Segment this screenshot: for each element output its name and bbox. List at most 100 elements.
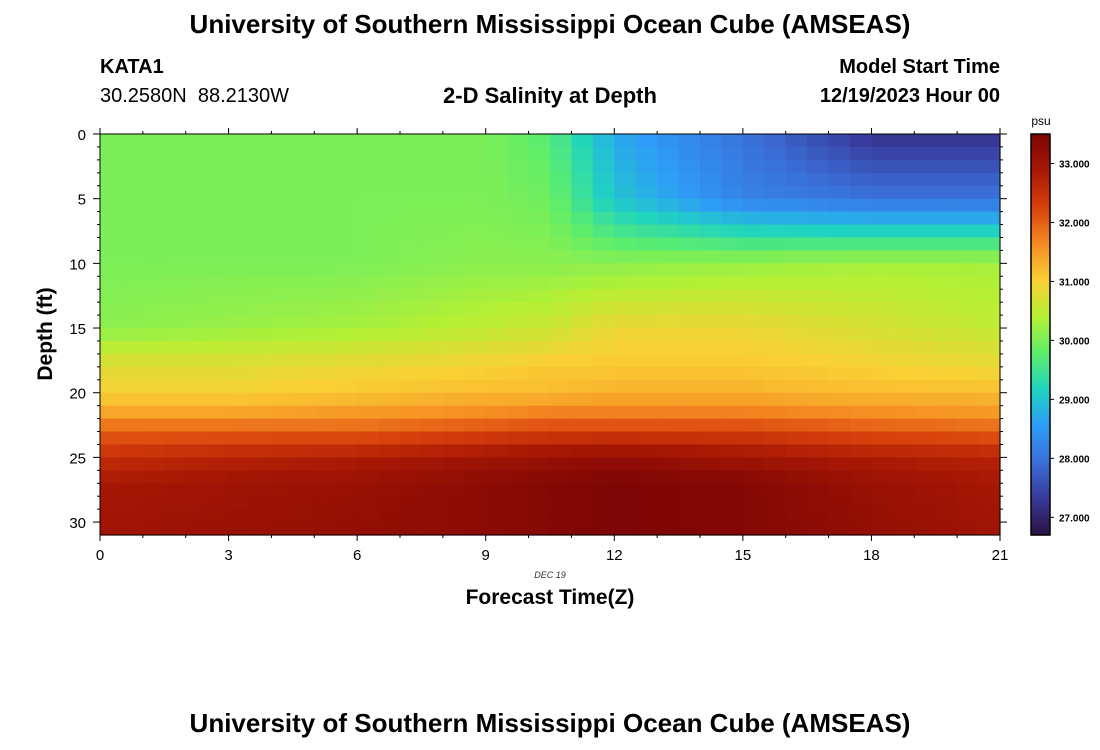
heatmap-cell xyxy=(807,405,830,420)
heatmap-cell xyxy=(121,483,144,497)
heatmap-cell xyxy=(378,379,401,394)
heatmap-cell xyxy=(121,340,144,355)
y-tick-label: 5 xyxy=(78,192,86,209)
heatmap-cell xyxy=(550,392,573,407)
heatmap-cell xyxy=(185,237,208,252)
heatmap-cell xyxy=(185,198,208,213)
heatmap-cell xyxy=(142,340,165,355)
heatmap-cell xyxy=(700,366,723,381)
heatmap-cell xyxy=(785,431,808,446)
heatmap-cell xyxy=(785,198,808,213)
heatmap-cell xyxy=(250,172,273,187)
heatmap-cell xyxy=(142,198,165,213)
heatmap-cell xyxy=(228,353,251,368)
heatmap-cell xyxy=(421,250,444,264)
heatmap-cell xyxy=(957,237,980,252)
heatmap-cell xyxy=(592,159,615,174)
colorbar-tick-label: 31.000 xyxy=(1059,277,1090,288)
heatmap-cell xyxy=(335,224,358,239)
heatmap-cell xyxy=(657,340,680,355)
heatmap-cell xyxy=(271,392,294,407)
heatmap-cell xyxy=(100,392,123,407)
heatmap-cell xyxy=(721,353,744,368)
heatmap-cell xyxy=(807,483,830,497)
heatmap-cell xyxy=(378,496,401,510)
heatmap-cell xyxy=(807,172,830,187)
heatmap-cell xyxy=(957,276,980,290)
heatmap-cell xyxy=(678,470,701,484)
heatmap-cell xyxy=(485,418,508,433)
heatmap-cell xyxy=(357,263,380,277)
heatmap-cell xyxy=(592,431,615,446)
heatmap-cell xyxy=(614,392,637,407)
heatmap-cell xyxy=(764,444,787,458)
heatmap-cell xyxy=(764,250,787,264)
heatmap-cell xyxy=(314,302,337,316)
heatmap-cell xyxy=(228,405,251,420)
heatmap-cell xyxy=(935,198,958,213)
heatmap-cell xyxy=(657,198,680,213)
heatmap-cell xyxy=(614,509,637,523)
heatmap-cell xyxy=(828,328,851,342)
heatmap-cell xyxy=(892,159,915,174)
heatmap-cell xyxy=(978,340,1001,355)
heatmap-cell xyxy=(828,302,851,316)
heatmap-cell xyxy=(464,250,487,264)
heatmap-cell xyxy=(335,444,358,458)
heatmap-cell xyxy=(421,198,444,213)
heatmap-cell xyxy=(550,134,573,148)
heatmap-cell xyxy=(507,509,530,523)
heatmap-cell xyxy=(464,418,487,433)
heatmap-cell xyxy=(464,276,487,290)
heatmap-cell xyxy=(892,172,915,187)
heatmap-cell xyxy=(871,224,894,239)
heatmap-cell xyxy=(721,224,744,239)
heatmap-cell xyxy=(592,340,615,355)
heatmap-cell xyxy=(614,340,637,355)
heatmap-cell xyxy=(185,250,208,264)
heatmap-cell xyxy=(957,353,980,368)
heatmap-cell xyxy=(657,418,680,433)
heatmap-cell xyxy=(571,276,594,290)
heatmap-cell xyxy=(657,224,680,239)
heatmap-cell xyxy=(850,470,873,484)
heatmap-cell xyxy=(100,250,123,264)
heatmap-cell xyxy=(378,444,401,458)
heatmap-cell xyxy=(764,405,787,420)
heatmap-cell xyxy=(978,224,1001,239)
heatmap-cell xyxy=(292,522,315,536)
heatmap-cell xyxy=(400,522,423,536)
heatmap-cell xyxy=(635,392,658,407)
heatmap-cell xyxy=(250,353,273,368)
heatmap-cell xyxy=(185,405,208,420)
heatmap-cell xyxy=(464,224,487,239)
heatmap-cell xyxy=(142,211,165,226)
heatmap-cell xyxy=(785,211,808,226)
heatmap-cell xyxy=(100,340,123,355)
heatmap-cell xyxy=(871,263,894,277)
heatmap-cell xyxy=(807,457,830,471)
heatmap-cell xyxy=(957,211,980,226)
heatmap-cell xyxy=(485,302,508,316)
colorbar-tick-label: 29.000 xyxy=(1059,395,1090,406)
x-tick-label: 15 xyxy=(735,547,752,564)
heatmap-cell xyxy=(485,328,508,342)
heatmap-cell xyxy=(550,483,573,497)
heatmap-cell xyxy=(421,496,444,510)
heatmap-cell xyxy=(164,379,187,394)
heatmap-cell xyxy=(164,172,187,187)
heatmap-cell xyxy=(592,302,615,316)
heatmap-cell xyxy=(228,250,251,264)
heatmap-cell xyxy=(528,289,551,303)
heatmap-cell xyxy=(635,237,658,252)
heatmap-cell xyxy=(485,340,508,355)
heatmap-cell xyxy=(250,522,273,536)
heatmap-cell xyxy=(850,159,873,174)
heatmap-cell xyxy=(442,263,465,277)
heatmap-cell xyxy=(550,172,573,187)
heatmap-cell xyxy=(421,366,444,381)
heatmap-cell xyxy=(550,353,573,368)
heatmap-cell xyxy=(100,185,123,200)
heatmap-cell xyxy=(142,431,165,446)
heatmap-cell xyxy=(357,302,380,316)
